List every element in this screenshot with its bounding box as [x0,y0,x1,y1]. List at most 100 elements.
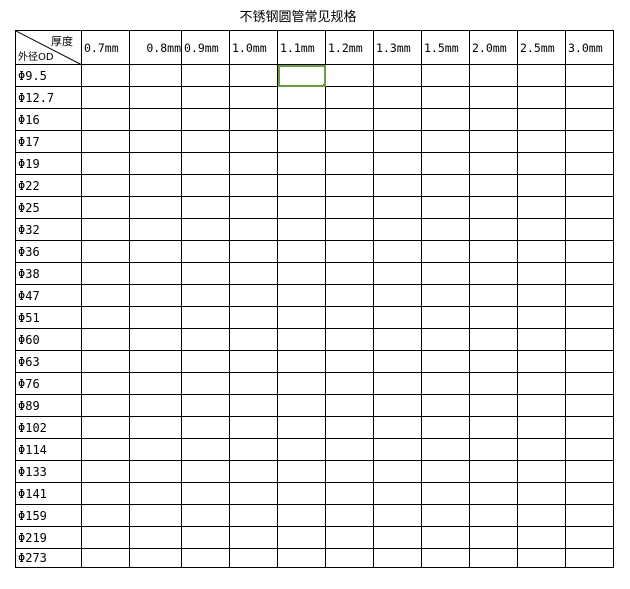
data-cell[interactable] [129,306,182,329]
data-cell[interactable] [565,86,614,109]
data-cell[interactable] [565,108,614,131]
data-cell[interactable] [81,64,130,87]
data-cell[interactable] [421,130,470,153]
data-cell[interactable] [421,262,470,285]
data-cell[interactable] [325,372,374,395]
data-cell[interactable] [517,504,566,527]
data-cell[interactable] [277,86,326,109]
diameter-label-cell[interactable]: Φ60 [15,328,82,351]
data-cell[interactable] [81,240,130,263]
data-cell[interactable] [181,306,230,329]
data-cell[interactable] [565,196,614,219]
thickness-header[interactable]: 1.2mm [325,30,374,65]
data-cell[interactable] [277,174,326,197]
data-cell[interactable] [469,152,518,175]
data-cell[interactable] [421,548,470,568]
data-cell[interactable] [373,460,422,483]
data-cell[interactable] [469,306,518,329]
data-cell[interactable] [229,350,278,373]
data-cell[interactable] [229,394,278,417]
data-cell[interactable] [81,218,130,241]
data-cell[interactable] [373,196,422,219]
data-cell[interactable] [129,262,182,285]
data-cell[interactable] [517,86,566,109]
data-cell[interactable] [277,130,326,153]
data-cell[interactable] [517,548,566,568]
data-cell[interactable] [517,416,566,439]
data-cell[interactable] [421,86,470,109]
data-cell[interactable] [373,548,422,568]
data-cell[interactable] [129,174,182,197]
data-cell[interactable] [181,350,230,373]
data-cell[interactable] [325,130,374,153]
data-cell[interactable] [229,416,278,439]
data-cell[interactable] [469,240,518,263]
data-cell[interactable] [325,240,374,263]
data-cell[interactable] [81,196,130,219]
diameter-label-cell[interactable]: Φ32 [15,218,82,241]
data-cell[interactable] [277,350,326,373]
data-cell[interactable] [277,548,326,568]
thickness-header[interactable]: 1.5mm [421,30,470,65]
data-cell[interactable] [229,86,278,109]
data-cell[interactable] [325,328,374,351]
data-cell[interactable] [181,174,230,197]
data-cell[interactable] [81,262,130,285]
data-cell[interactable] [517,218,566,241]
data-cell[interactable] [277,416,326,439]
diameter-label-cell[interactable]: Φ89 [15,394,82,417]
data-cell[interactable] [421,64,470,87]
data-cell[interactable] [181,482,230,505]
data-cell[interactable] [229,218,278,241]
data-cell[interactable] [277,504,326,527]
diameter-label-cell[interactable]: Φ102 [15,416,82,439]
data-cell[interactable] [229,460,278,483]
data-cell[interactable] [181,86,230,109]
data-cell[interactable] [565,526,614,549]
data-cell[interactable] [229,174,278,197]
data-cell[interactable] [373,108,422,131]
data-cell[interactable] [81,108,130,131]
data-cell[interactable] [373,482,422,505]
data-cell[interactable] [81,350,130,373]
data-cell[interactable] [129,152,182,175]
data-cell[interactable] [469,328,518,351]
data-cell[interactable] [421,526,470,549]
data-cell[interactable] [181,108,230,131]
data-cell[interactable] [517,350,566,373]
data-cell[interactable] [565,240,614,263]
data-cell[interactable] [325,262,374,285]
data-cell[interactable] [325,196,374,219]
data-cell[interactable] [517,284,566,307]
data-cell[interactable] [565,328,614,351]
data-cell[interactable] [81,174,130,197]
data-cell[interactable] [229,482,278,505]
data-cell[interactable] [421,240,470,263]
data-cell[interactable] [277,196,326,219]
data-cell[interactable] [421,328,470,351]
data-cell[interactable] [181,416,230,439]
data-cell[interactable] [373,130,422,153]
data-cell[interactable] [517,482,566,505]
data-cell[interactable] [81,548,130,568]
data-cell[interactable] [565,372,614,395]
data-cell[interactable] [517,152,566,175]
data-cell[interactable] [517,328,566,351]
data-cell[interactable] [277,108,326,131]
data-cell[interactable] [129,526,182,549]
data-cell[interactable] [277,526,326,549]
data-cell[interactable] [469,548,518,568]
thickness-header[interactable]: 1.3mm [373,30,422,65]
data-cell[interactable] [181,240,230,263]
data-cell[interactable] [421,108,470,131]
diameter-label-cell[interactable]: Φ16 [15,108,82,131]
data-cell[interactable] [229,438,278,461]
thickness-header[interactable]: 3.0mm [565,30,614,65]
diameter-label-cell[interactable]: Φ219 [15,526,82,549]
data-cell[interactable] [229,130,278,153]
data-cell[interactable] [421,306,470,329]
diameter-label-cell[interactable]: Φ63 [15,350,82,373]
data-cell[interactable] [421,504,470,527]
data-cell[interactable] [229,372,278,395]
data-cell[interactable] [421,174,470,197]
